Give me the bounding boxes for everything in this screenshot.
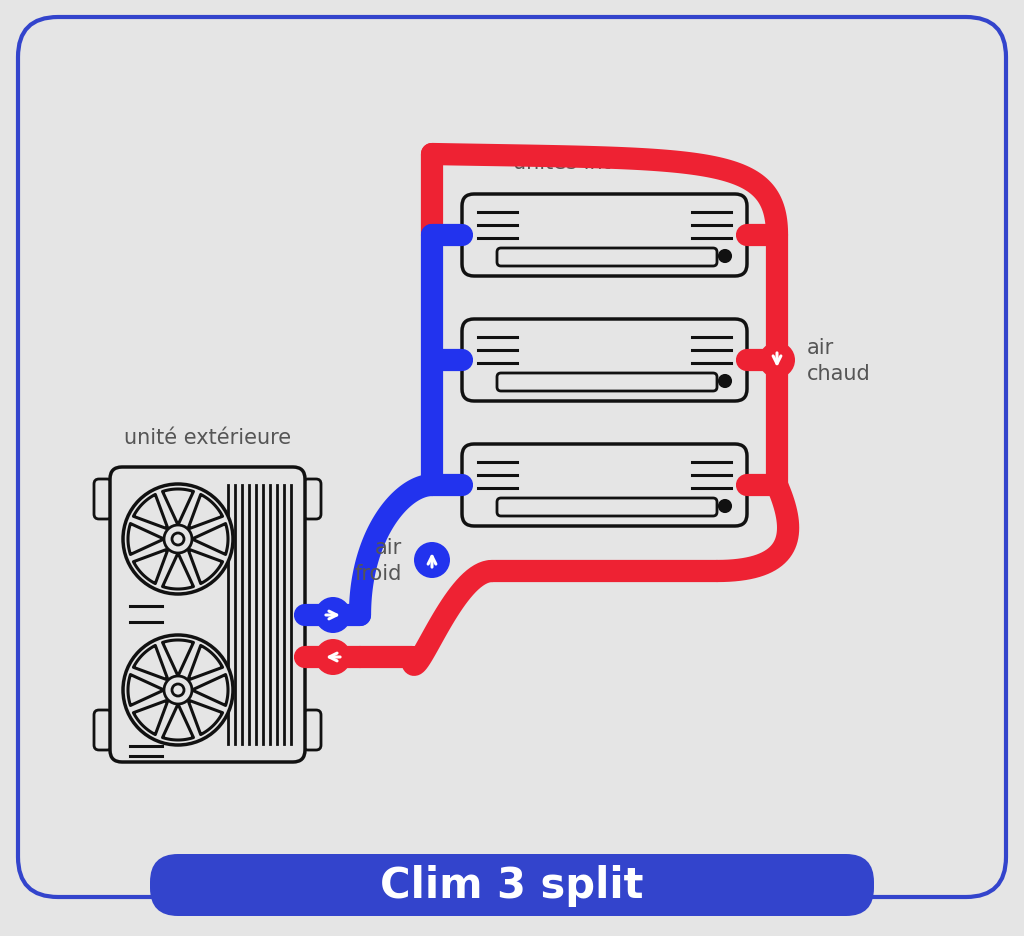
Circle shape [172,684,184,696]
FancyBboxPatch shape [303,710,321,750]
Text: Clim 3 split: Clim 3 split [380,864,644,906]
Circle shape [719,375,731,388]
Circle shape [759,343,795,378]
FancyBboxPatch shape [18,18,1006,897]
FancyBboxPatch shape [94,710,112,750]
Circle shape [172,534,184,546]
FancyBboxPatch shape [110,467,305,762]
Circle shape [719,251,731,263]
FancyBboxPatch shape [497,499,717,517]
FancyBboxPatch shape [150,854,874,916]
Circle shape [123,485,233,594]
Circle shape [164,525,193,553]
FancyBboxPatch shape [462,445,746,526]
FancyBboxPatch shape [94,479,112,519]
Text: unités intérieures: unités intérieures [513,153,696,173]
Circle shape [315,597,351,634]
Circle shape [315,639,351,675]
Circle shape [123,636,233,745]
FancyBboxPatch shape [497,373,717,391]
FancyBboxPatch shape [303,479,321,519]
FancyBboxPatch shape [497,249,717,267]
Circle shape [719,501,731,512]
Circle shape [164,677,193,704]
Text: air
chaud: air chaud [807,338,870,384]
Text: unité extérieure: unité extérieure [124,428,291,447]
Text: air
froid: air froid [354,537,402,583]
FancyBboxPatch shape [462,320,746,402]
FancyBboxPatch shape [462,195,746,277]
Circle shape [414,543,450,578]
